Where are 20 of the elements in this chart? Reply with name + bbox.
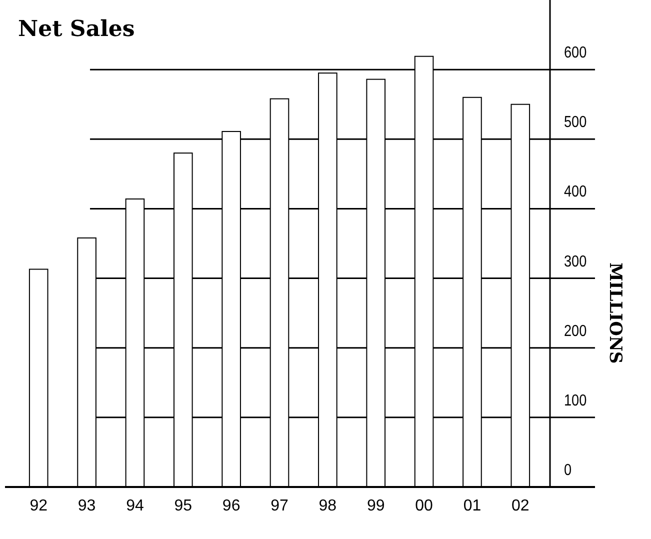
y-tick-label: 600 bbox=[564, 44, 587, 62]
x-tick-label: 93 bbox=[78, 497, 96, 514]
x-tick-label: 92 bbox=[30, 497, 48, 514]
x-tick-label: 98 bbox=[318, 497, 337, 514]
y-tick-label: 300 bbox=[564, 253, 587, 271]
x-tick-label: 97 bbox=[270, 497, 288, 514]
x-tick-label: 95 bbox=[174, 497, 192, 514]
y-tick-label: 500 bbox=[564, 114, 587, 132]
text: Net Sales bbox=[18, 16, 135, 42]
x-tick-label: 96 bbox=[222, 497, 240, 514]
x-tick-label: 00 bbox=[415, 497, 434, 514]
y-tick-label: 400 bbox=[564, 184, 587, 202]
y-tick-label: 0 bbox=[564, 462, 572, 480]
y-axis-title: MILLIONS bbox=[605, 262, 625, 364]
x-tick-label: 01 bbox=[463, 497, 482, 514]
x-tick-label: 99 bbox=[366, 497, 385, 514]
y-tick-label: 100 bbox=[564, 392, 587, 410]
x-tick-label: 94 bbox=[126, 497, 144, 514]
y-tick-label: 200 bbox=[564, 322, 587, 340]
x-tick-label: 02 bbox=[511, 497, 530, 514]
